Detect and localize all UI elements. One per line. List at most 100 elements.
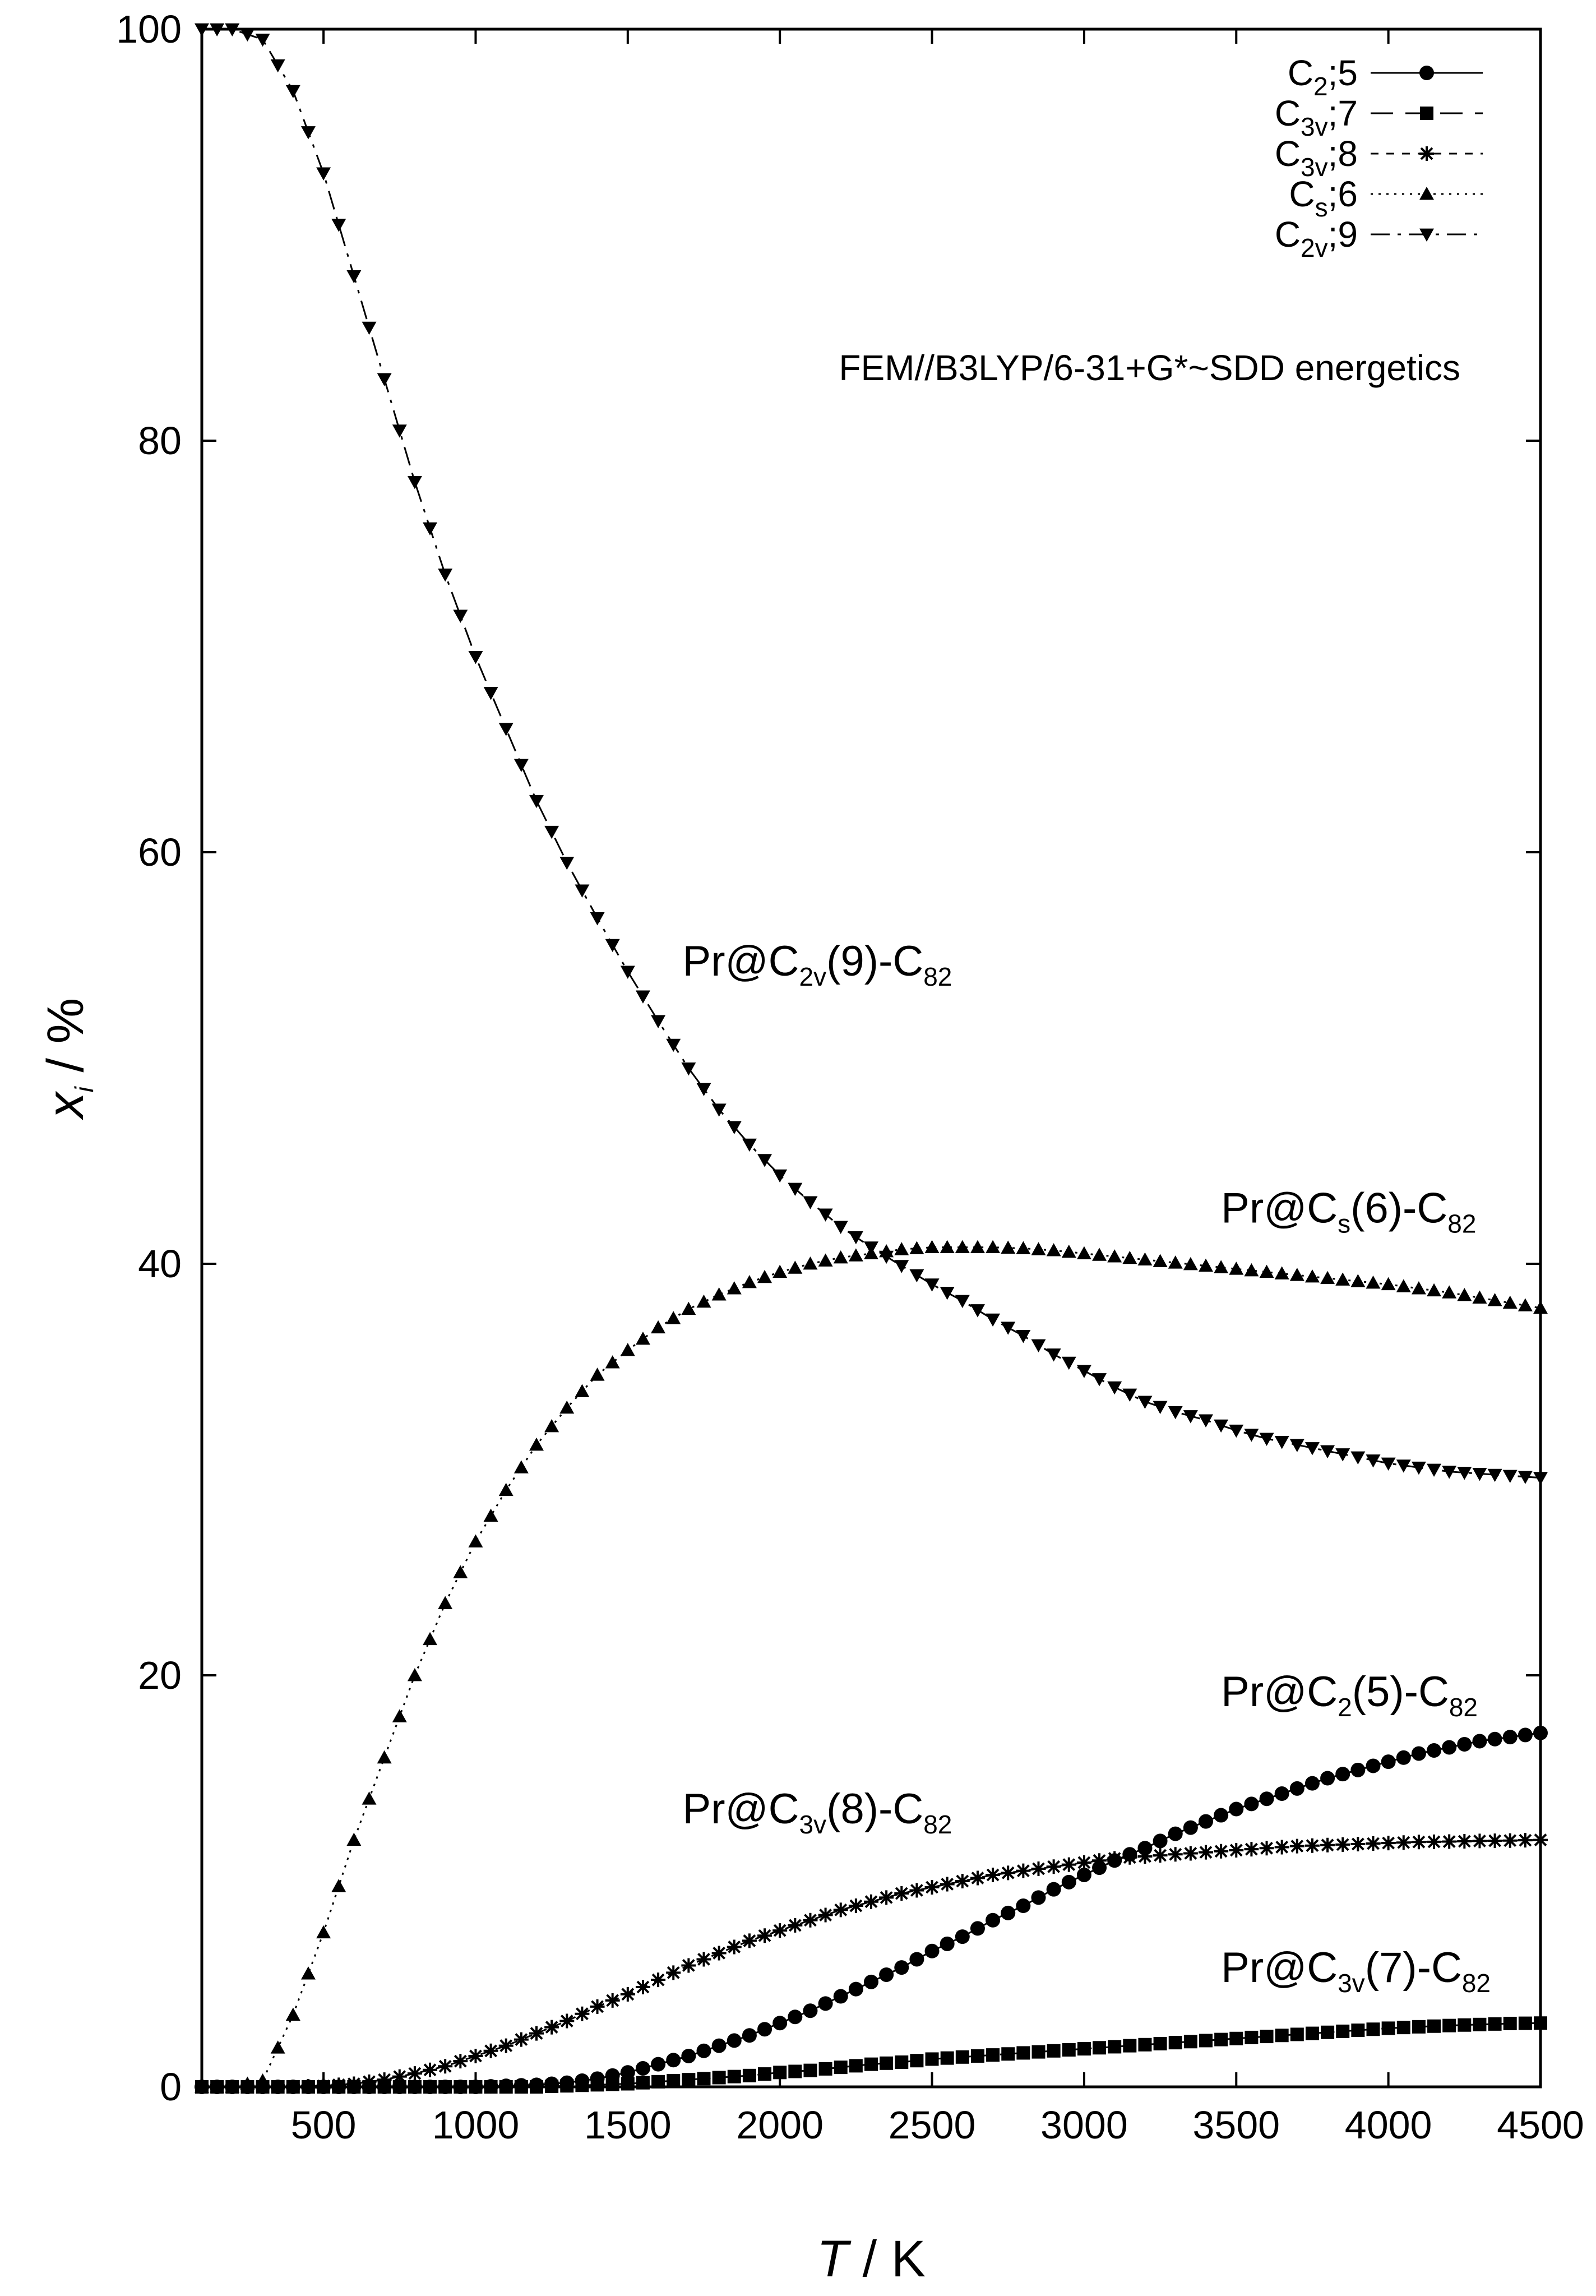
- point-c3v-8-71: [1274, 1840, 1289, 1855]
- point-c2v-9-35: [727, 1121, 742, 1134]
- point-c3v-7-42: [834, 2061, 848, 2075]
- point-c2-5-41: [818, 1996, 833, 2011]
- point-c3v-8-75: [1335, 1837, 1350, 1852]
- point-c3v-8-26: [590, 1999, 605, 2014]
- point-c2v-9-22: [529, 794, 544, 809]
- point-c2v-9-67: [1214, 1419, 1229, 1433]
- point-c2v-9-33: [696, 1083, 711, 1097]
- legend-label-c2v-9: C2v;9: [1275, 214, 1358, 262]
- legend-marker-c2-5: [1419, 66, 1434, 80]
- point-c3v-8-9: [331, 2077, 346, 2092]
- point-c3v-8-74: [1320, 1837, 1335, 1852]
- point-cs-6-73: [1304, 1269, 1320, 1283]
- point-c2v-9-84: [1472, 1467, 1487, 1481]
- point-c2-5-70: [1259, 1791, 1274, 1807]
- point-c3v-7-39: [788, 2064, 802, 2078]
- point-c2v-9-18: [468, 650, 483, 664]
- point-c3v-7-72: [1290, 2027, 1304, 2041]
- point-c2v-9-41: [818, 1208, 833, 1222]
- point-c3v-8-27: [605, 1993, 620, 2008]
- point-cs-6-16: [438, 1596, 453, 1609]
- y-tick-label-60: 60: [138, 830, 182, 874]
- point-c2v-9-3: [240, 28, 255, 42]
- point-c3v-8-31: [666, 1965, 681, 1980]
- point-cs-6-17: [453, 1565, 468, 1578]
- point-cs-6-65: [1183, 1256, 1198, 1271]
- point-cs-6-35: [727, 1281, 742, 1295]
- point-cs-6-39: [788, 1260, 803, 1274]
- point-c2-5-76: [1350, 1762, 1366, 1777]
- point-c2-5-36: [742, 2028, 757, 2043]
- point-c3v-7-33: [697, 2072, 711, 2086]
- point-c2v-9-59: [1092, 1373, 1107, 1387]
- point-c2-5-72: [1289, 1781, 1304, 1796]
- point-c3v-7-76: [1351, 2024, 1365, 2038]
- point-c3v-8-84: [1472, 1833, 1487, 1849]
- point-c2-5-78: [1381, 1754, 1396, 1770]
- point-cs-6-67: [1214, 1260, 1229, 1273]
- point-c2v-9-30: [651, 1015, 666, 1028]
- point-c3v-8-34: [711, 1946, 727, 1961]
- point-c3v-8-73: [1304, 1838, 1320, 1853]
- point-c2v-9-10: [346, 270, 362, 284]
- point-cs-6-7: [300, 1966, 316, 1980]
- x-tick-label-2500: 2500: [889, 2103, 976, 2147]
- point-c3v-8-36: [742, 1933, 757, 1948]
- legend-marker-c3v-7: [1420, 107, 1433, 120]
- point-c2v-9-34: [711, 1103, 727, 1117]
- point-c2v-9-61: [1122, 1388, 1137, 1402]
- point-c3v-8-38: [772, 1923, 788, 1938]
- point-c3v-7-65: [1183, 2035, 1197, 2049]
- point-c3v-7-66: [1199, 2034, 1213, 2048]
- point-c2v-9-46: [894, 1260, 909, 1273]
- point-cs-6-80: [1411, 1281, 1426, 1295]
- point-c3v-8-48: [924, 1880, 940, 1895]
- point-c2v-9-49: [940, 1286, 955, 1300]
- point-c2-5-50: [955, 1929, 970, 1944]
- point-cs-6-38: [772, 1264, 788, 1278]
- point-cs-6-56: [1046, 1243, 1061, 1256]
- point-c2v-9-36: [742, 1138, 757, 1152]
- point-c2v-9-63: [1153, 1401, 1168, 1415]
- point-c2v-9-50: [955, 1295, 970, 1309]
- point-c2-5-75: [1335, 1767, 1350, 1782]
- point-c2v-9-64: [1168, 1406, 1183, 1420]
- point-c2-5-56: [1046, 1882, 1061, 1897]
- point-cs-6-60: [1107, 1249, 1122, 1263]
- point-c2-5-53: [1001, 1905, 1016, 1920]
- point-c3v-7-61: [1123, 2039, 1137, 2053]
- point-c3v-7-60: [1108, 2040, 1122, 2054]
- point-c2v-9-52: [986, 1313, 1001, 1327]
- point-cs-6-87: [1518, 1298, 1533, 1311]
- point-c2-5-37: [757, 2022, 772, 2037]
- point-c2v-9-5: [270, 59, 285, 73]
- point-c3v-7-79: [1396, 2021, 1410, 2035]
- point-c3v-8-16: [438, 2059, 453, 2074]
- point-cs-6-18: [468, 1534, 483, 1547]
- point-cs-6-23: [544, 1419, 559, 1433]
- x-axis-unit: / K: [848, 2230, 926, 2288]
- point-c2v-9-60: [1107, 1381, 1122, 1395]
- point-c3v-7-84: [1473, 2017, 1487, 2031]
- point-c3v-8-87: [1518, 1833, 1533, 1848]
- legend-marker-cs-6: [1419, 187, 1434, 200]
- point-c3v-8-76: [1350, 1836, 1366, 1851]
- point-c3v-8-60: [1107, 1851, 1122, 1866]
- point-c3v-7-48: [925, 2052, 939, 2066]
- point-c2v-9-73: [1304, 1442, 1320, 1456]
- point-cs-6-71: [1274, 1266, 1289, 1279]
- point-c3v-8-25: [575, 2006, 590, 2021]
- point-c2v-9-27: [605, 939, 620, 953]
- point-c2v-9-79: [1396, 1459, 1411, 1473]
- point-c2-5-47: [909, 1952, 924, 1967]
- point-c3v-7-83: [1458, 2018, 1472, 2032]
- point-c3v-8-82: [1442, 1834, 1457, 1849]
- point-c2v-9-56: [1046, 1348, 1061, 1362]
- point-c3v-8-78: [1381, 1836, 1396, 1851]
- point-c3v-8-22: [529, 2026, 544, 2041]
- point-c3v-8-45: [879, 1890, 894, 1905]
- point-c2-5-63: [1153, 1833, 1168, 1849]
- point-c2v-9-8: [316, 167, 331, 181]
- point-c2-5-74: [1320, 1771, 1335, 1786]
